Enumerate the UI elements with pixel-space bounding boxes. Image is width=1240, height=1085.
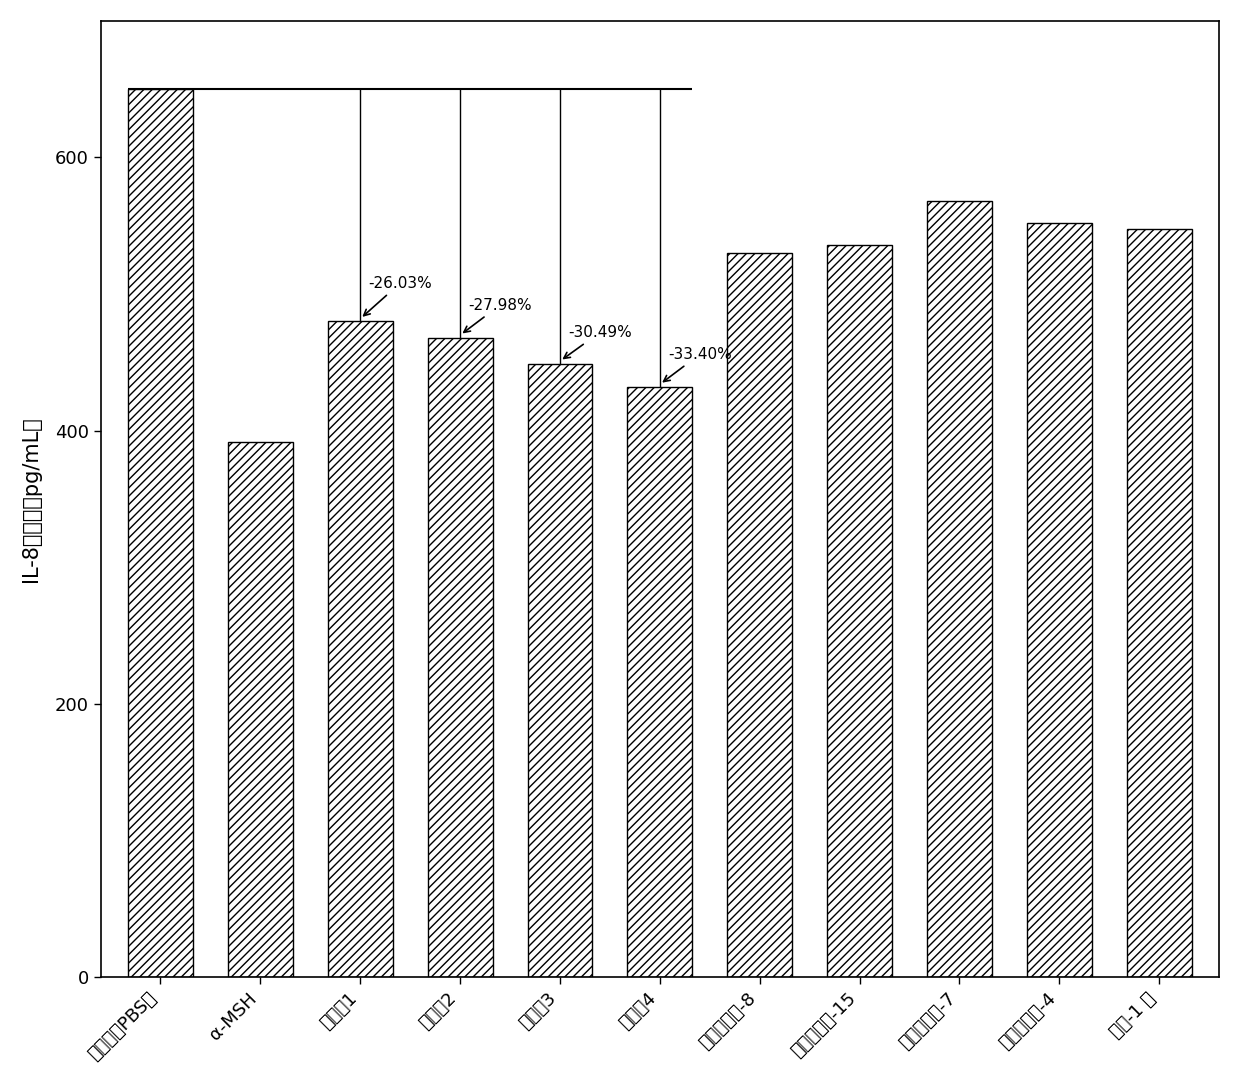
Bar bbox=[128, 89, 193, 978]
Bar bbox=[627, 387, 692, 978]
Text: -26.03%: -26.03% bbox=[363, 276, 432, 316]
Bar bbox=[327, 321, 393, 978]
Text: -33.40%: -33.40% bbox=[663, 347, 732, 382]
Bar bbox=[827, 245, 892, 978]
Bar bbox=[527, 363, 593, 978]
Text: -27.98%: -27.98% bbox=[464, 297, 532, 332]
Bar bbox=[228, 442, 293, 978]
Bar bbox=[928, 201, 992, 978]
Bar bbox=[428, 337, 492, 978]
Bar bbox=[1027, 224, 1092, 978]
Bar bbox=[728, 253, 792, 978]
Y-axis label: IL-8释放量（pg/mL）: IL-8释放量（pg/mL） bbox=[21, 417, 41, 582]
Text: -30.49%: -30.49% bbox=[564, 324, 631, 358]
Bar bbox=[1127, 229, 1192, 978]
